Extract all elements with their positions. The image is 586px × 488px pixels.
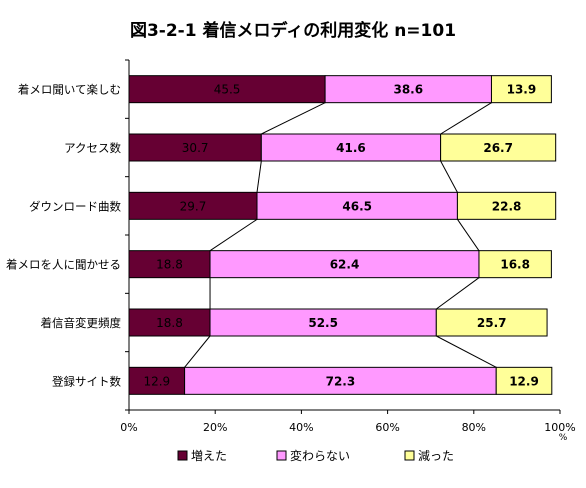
bar-segment xyxy=(260,133,442,162)
bars: 45.5 38.6 13.9 30.7 41.6 26.7 29.7 46.5 22.8 18.8… xyxy=(128,75,557,395)
data-label: 30.7 xyxy=(182,141,209,155)
series-line xyxy=(184,335,211,368)
category-axis: 着メロ聞いて楽しむアクセス数ダウンロード曲数着メロを人に聞かせる着信音変更頻度登… xyxy=(6,83,121,389)
legend-label: 増えた xyxy=(191,449,227,463)
bar-segment xyxy=(495,366,553,395)
data-label: 12.9 xyxy=(143,374,170,388)
series-line xyxy=(440,102,492,135)
series-line xyxy=(209,218,258,252)
bar-segment xyxy=(435,308,548,337)
bar-segment xyxy=(184,366,497,395)
x-tick-label: 40% xyxy=(289,421,313,434)
x-axis-unit: % xyxy=(559,433,568,443)
x-axis: 0% 20% 40% 60% 80% 100%% xyxy=(120,59,576,443)
bar-segment xyxy=(456,191,557,220)
data-label: 18.8 xyxy=(156,258,183,272)
series-line xyxy=(440,160,458,193)
bar-segment xyxy=(128,366,186,395)
series-line xyxy=(457,219,480,251)
data-label: 52.5 xyxy=(308,316,338,330)
chart-title: 図3-2-1 着信メロディの利用変化 n=101 xyxy=(130,20,456,41)
series-line xyxy=(256,160,262,193)
category-label: 着メロを人に聞かせる xyxy=(6,258,121,272)
series-line xyxy=(261,102,326,135)
data-label: 18.8 xyxy=(156,316,183,330)
category-label: 着メロ聞いて楽しむ xyxy=(18,83,121,97)
bar-segment xyxy=(324,75,492,104)
category-label: 登録サイト数 xyxy=(52,374,121,388)
series-line xyxy=(436,335,497,368)
category-label: アクセス数 xyxy=(64,141,121,155)
x-tick-label: 100% xyxy=(544,421,575,434)
bar-segment xyxy=(128,191,258,220)
x-tick-label: 0% xyxy=(120,421,137,434)
data-label: 45.5 xyxy=(214,83,241,97)
bar-segment xyxy=(490,75,552,104)
data-label: 38.6 xyxy=(393,83,423,97)
data-label: 26.7 xyxy=(483,141,513,155)
bar-segment xyxy=(128,308,211,337)
data-label: 16.8 xyxy=(500,258,530,272)
series-line xyxy=(436,277,480,310)
data-label: 25.7 xyxy=(477,316,507,330)
legend: 増えた 変わらない 減った xyxy=(177,448,454,463)
bar-segment xyxy=(256,191,458,220)
x-tick-label: 80% xyxy=(462,421,486,434)
legend-swatch xyxy=(276,450,287,461)
data-label: 29.7 xyxy=(180,199,207,213)
category-label: ダウンロード曲数 xyxy=(29,199,121,213)
legend-swatch xyxy=(404,450,415,461)
data-label: 12.9 xyxy=(509,374,539,388)
x-tick-label: 20% xyxy=(203,421,227,434)
data-label: 46.5 xyxy=(342,199,372,213)
bar-segment xyxy=(478,250,552,279)
legend-label: 変わらない xyxy=(290,448,350,463)
bar-segment xyxy=(209,250,480,279)
category-label: 着信音変更頻度 xyxy=(41,316,122,330)
data-label: 41.6 xyxy=(336,141,366,155)
series-lines xyxy=(184,102,497,368)
x-tick-label: 60% xyxy=(375,421,399,434)
bar-segment xyxy=(209,308,437,337)
data-label: 72.3 xyxy=(326,374,356,388)
data-label: 22.8 xyxy=(492,199,522,213)
legend-label: 減った xyxy=(418,448,454,463)
bar-segment xyxy=(440,133,557,162)
data-label: 62.4 xyxy=(330,258,360,272)
legend-swatch xyxy=(177,450,188,461)
data-label: 13.9 xyxy=(507,83,537,97)
